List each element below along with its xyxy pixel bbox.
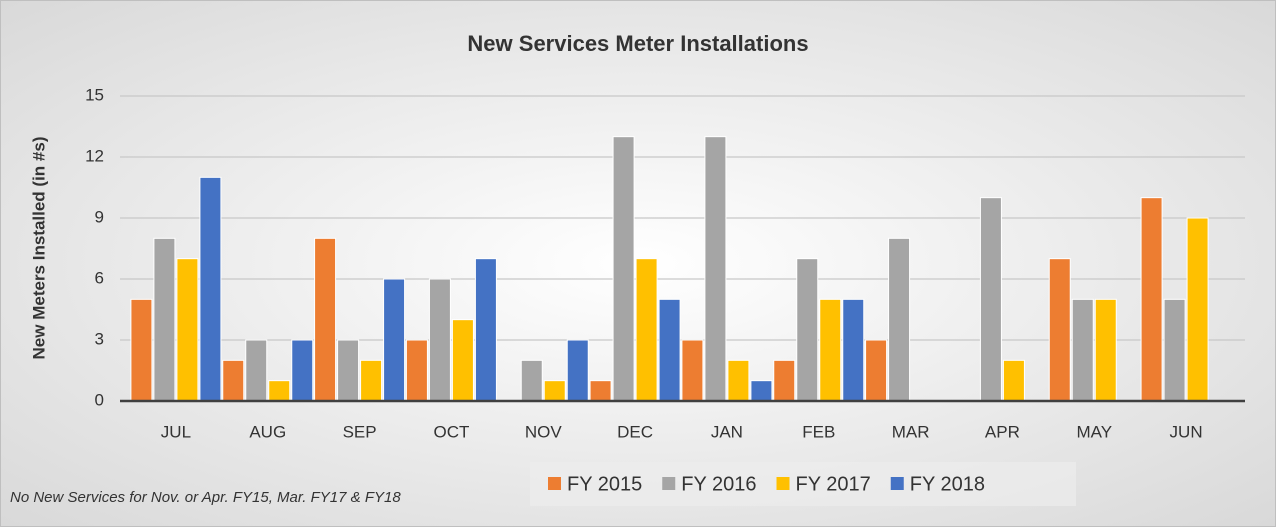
y-tick-label: 6	[95, 268, 104, 287]
bar	[1094, 298, 1117, 402]
bar	[153, 237, 176, 402]
bar	[360, 359, 383, 402]
bar	[566, 339, 589, 402]
bar	[314, 237, 337, 402]
bar	[199, 176, 222, 402]
legend-swatch	[776, 477, 790, 490]
bar	[474, 258, 497, 402]
bar	[727, 359, 750, 402]
bar	[383, 278, 406, 402]
legend-swatch	[662, 477, 676, 490]
legend-swatch	[548, 477, 561, 490]
bar	[291, 339, 314, 402]
bar	[543, 380, 566, 402]
x-tick-label: OCT	[433, 422, 469, 441]
bar	[612, 136, 635, 402]
bar	[1071, 298, 1094, 402]
legend-label: FY 2018	[910, 473, 985, 495]
x-tick-label: MAY	[1076, 422, 1112, 441]
y-tick-label: 0	[95, 390, 104, 409]
bar	[176, 258, 199, 402]
note: No New Services for Nov. or Apr. FY15, M…	[10, 489, 401, 506]
bar	[704, 136, 727, 402]
bar	[658, 298, 681, 402]
x-tick-label: APR	[985, 422, 1020, 441]
x-tick-label: JUL	[161, 422, 191, 441]
bar	[1163, 298, 1186, 402]
y-tick-label: 3	[95, 329, 104, 348]
legend-swatch	[890, 477, 904, 490]
bar	[819, 298, 842, 402]
x-tick-label: SEP	[343, 422, 377, 441]
bar	[222, 359, 245, 402]
bar	[773, 359, 796, 402]
bar	[750, 380, 773, 402]
bar	[1002, 359, 1025, 402]
bar	[268, 380, 291, 402]
legend-label: FY 2015	[567, 473, 642, 495]
bar	[796, 258, 819, 402]
chart-title: New Services Meter Installations	[467, 31, 808, 56]
x-tick-label: AUG	[249, 422, 286, 441]
bar	[888, 237, 911, 402]
y-tick-label: 9	[95, 207, 104, 226]
legend-box	[530, 462, 1076, 506]
bar	[245, 339, 268, 402]
legend-label: FY 2017	[796, 473, 871, 495]
y-tick-label: 12	[85, 146, 104, 165]
bar	[405, 339, 428, 402]
bar	[520, 359, 543, 402]
x-tick-label: FEB	[802, 422, 835, 441]
bar	[1048, 258, 1071, 402]
x-tick-label: NOV	[525, 422, 563, 441]
x-tick-label: JUN	[1170, 422, 1203, 441]
bar	[842, 298, 865, 402]
bar	[589, 380, 612, 402]
y-axis-label: New Meters Installed (in #s)	[29, 137, 48, 360]
x-tick-label: JAN	[711, 422, 743, 441]
bar	[1186, 217, 1209, 402]
bar	[635, 258, 658, 402]
bar	[451, 319, 474, 402]
y-tick-label: 15	[85, 85, 104, 104]
bar	[979, 197, 1002, 402]
x-tick-label: DEC	[617, 422, 653, 441]
bar	[130, 298, 153, 402]
bar	[865, 339, 888, 402]
bar	[681, 339, 704, 402]
bar	[428, 278, 451, 402]
bar	[337, 339, 360, 402]
x-tick-label: MAR	[892, 422, 930, 441]
bar	[1140, 197, 1163, 402]
legend-label: FY 2016	[681, 473, 756, 495]
